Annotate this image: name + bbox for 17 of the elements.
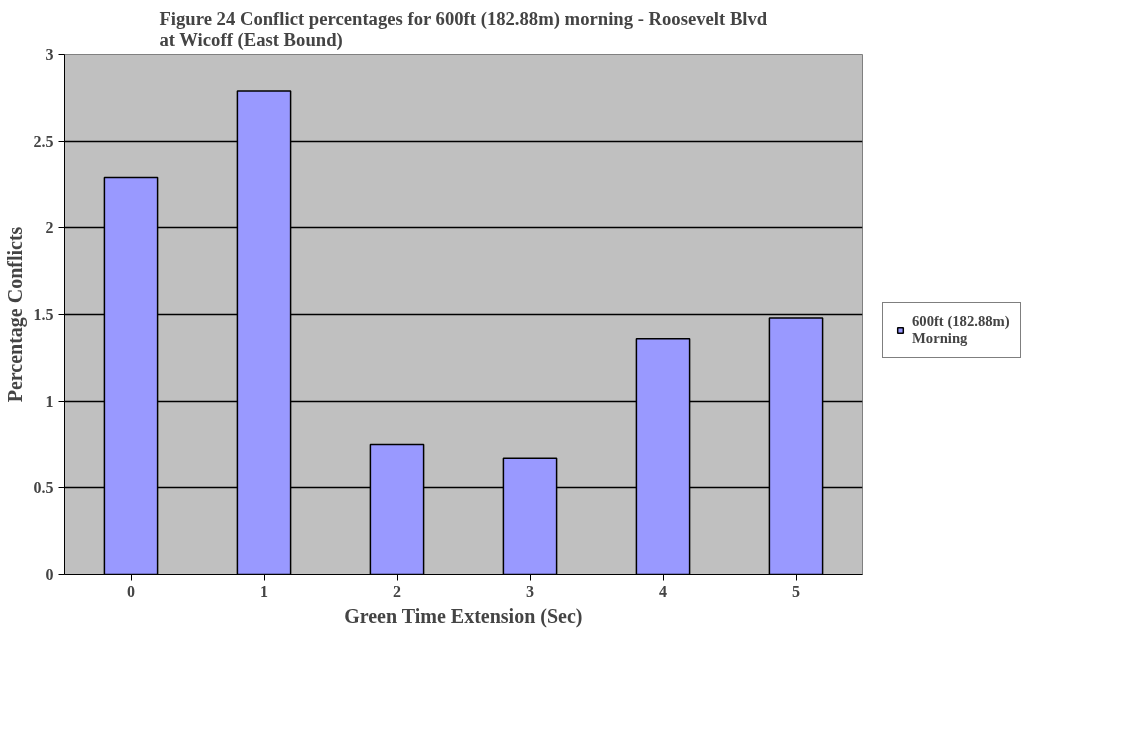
y-tick-label: 0.5: [33, 479, 54, 497]
y-tick-label: 0: [45, 566, 54, 583]
x-tick-label: 4: [659, 582, 667, 600]
y-tick-label: 3: [45, 46, 54, 63]
y-tick-label: 2: [45, 219, 54, 237]
y-axis-title: Percentage Conflicts: [3, 226, 27, 403]
y-tick-label: 2.5: [33, 132, 54, 150]
x-tick-label: 2: [393, 582, 401, 600]
x-tick-label: 0: [127, 582, 135, 600]
y-tick-label: 1: [45, 392, 54, 410]
x-tick-label: 3: [526, 582, 534, 600]
legend-label: 600ft (182.88m) Morning: [912, 312, 1010, 347]
x-tick-label: 5: [792, 582, 800, 600]
chart-title: Figure 24 Conflict percentages for 600ft (182.88m) morning - Roosevelt Blvd at Wicoff (East Bound): [159, 7, 768, 51]
x-tick-label: 1: [260, 582, 268, 600]
y-tick-label: 1.5: [33, 306, 54, 323]
x-axis-title: Green Time Extension (Sec): [344, 604, 583, 628]
